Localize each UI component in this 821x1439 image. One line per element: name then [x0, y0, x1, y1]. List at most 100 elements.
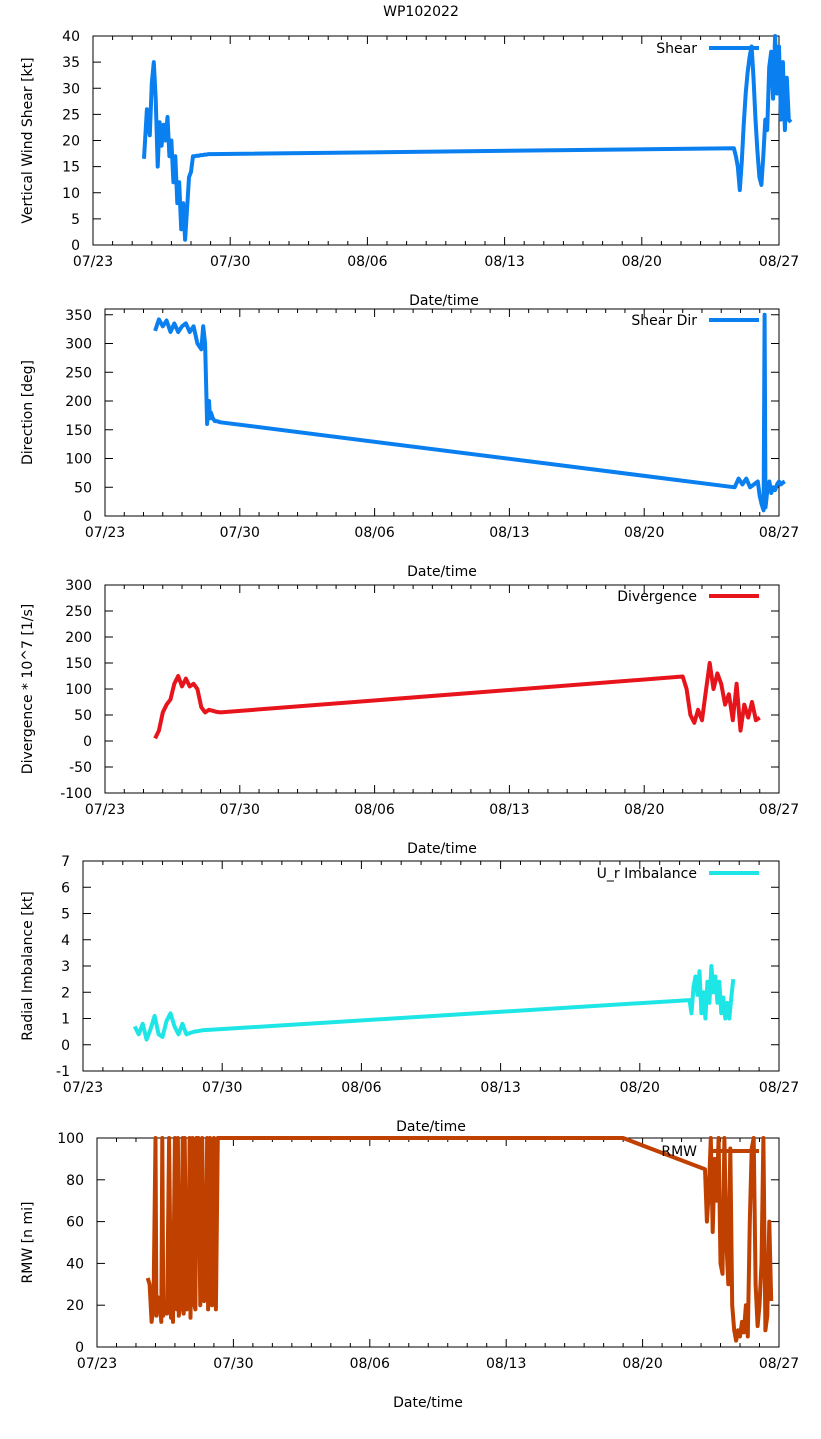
chart-shear-dir-series-line: [153, 312, 786, 513]
chart-rmw-x-tick-label: 08/13: [486, 1356, 526, 1372]
chart-rmw-x-tick-label: 07/23: [77, 1356, 117, 1372]
chart-divergence-y-tick-label: -100: [60, 786, 92, 802]
chart-shear-y-tick-label: 35: [62, 55, 80, 71]
chart-shear-x-tick-label: 08/06: [347, 254, 387, 270]
chart-divergence-x-tick-label: 08/06: [354, 802, 394, 818]
chart-rmw-y-tick-label: 40: [66, 1256, 84, 1272]
chart-imbalance-y-axis-label: Radial Imbalance [kt]: [20, 891, 36, 1041]
chart-imbalance-y-tick-label: 5: [61, 907, 70, 923]
chart-rmw-x-axis-label: Date/time: [393, 1395, 463, 1411]
chart-shear-x-tick-label: 08/13: [484, 254, 524, 270]
chart-imbalance-y-tick-label: 6: [61, 880, 70, 896]
chart-shear-y-tick-label: 0: [71, 238, 80, 254]
chart-shear-y-tick-label: 30: [62, 81, 80, 97]
chart-shear-y-tick-label: 5: [71, 212, 80, 228]
chart-rmw-y-tick-label: 80: [66, 1173, 84, 1189]
chart-rmw-y-tick-label: 100: [57, 1131, 84, 1147]
chart-imbalance-y-tick-label: 1: [61, 1012, 70, 1028]
chart-divergence-y-tick-label: 300: [65, 578, 92, 594]
chart-shear-x-tick-label: 08/27: [759, 254, 799, 270]
chart-imbalance-series-line: [132, 964, 736, 1042]
chart-rmw-y-axis-label: RMW [n mi]: [20, 1202, 36, 1284]
chart-divergence-x-tick-label: 07/30: [220, 802, 260, 818]
chart-rmw-x-tick-label: 07/30: [213, 1356, 253, 1372]
chart-divergence-y-tick-label: 100: [65, 682, 92, 698]
chart-shear: 07/23 07/30 08/06 08/13 08/20 08/27 0 5 10 15 20 25…: [20, 29, 799, 309]
chart-rmw-series-line: [145, 1136, 774, 1343]
chart-imbalance-frame: [82, 860, 780, 1072]
chart-divergence-y-tick-label: -50: [69, 760, 92, 776]
chart-shear-dir-y-tick-label: 0: [83, 509, 92, 525]
chart-rmw-x-tick-label: 08/06: [350, 1356, 390, 1372]
chart-divergence-y-tick-label: 50: [74, 708, 92, 724]
chart-shear-y-tick-label: 40: [62, 29, 80, 45]
chart-divergence-x-axis-label: Date/time: [407, 841, 477, 857]
chart-rmw-x-tick-label: 08/27: [759, 1356, 799, 1372]
chart-imbalance-y-tick-label: 4: [61, 933, 70, 949]
chart-shear-x-axis-label: Date/time: [409, 293, 479, 309]
chart-imbalance-y-tick-label: 0: [61, 1038, 70, 1054]
chart-shear-dir-x-tick-label: 08/13: [489, 525, 529, 541]
chart-divergence-y-tick-label: 200: [65, 630, 92, 646]
chart-shear-dir-y-tick-label: 50: [74, 480, 92, 496]
chart-shear-dir-y-axis-label: Direction [deg]: [20, 360, 36, 465]
chart-shear-dir-x-tick-label: 07/23: [85, 525, 125, 541]
chart-shear-series-line: [142, 34, 793, 242]
chart-rmw-legend-label: RMW: [661, 1144, 697, 1160]
chart-rmw-y-tick-label: 0: [75, 1340, 84, 1356]
chart-divergence-y-tick-label: 0: [83, 734, 92, 750]
chart-rmw-x-tick-label: 08/20: [622, 1356, 662, 1372]
chart-shear-y-tick-label: 25: [62, 107, 80, 123]
chart-shear-dir-y-tick-label: 300: [65, 337, 92, 353]
chart-imbalance-x-tick-label: 08/20: [620, 1080, 660, 1096]
chart-shear-dir-y-tick-label: 100: [65, 452, 92, 468]
chart-divergence-x-tick-label: 08/13: [489, 802, 529, 818]
chart-divergence-legend-label: Divergence: [617, 589, 697, 605]
chart-shear-x-tick-label: 07/30: [210, 254, 250, 270]
chart-shear-dir-x-tick-label: 08/27: [759, 525, 799, 541]
chart-divergence: 07/23 07/30 08/06 08/13 08/20 08/27 -100 -50 0 50…: [20, 578, 799, 857]
chart-imbalance-x-tick-label: 08/06: [341, 1080, 381, 1096]
chart-imbalance-x-tick-label: 08/13: [480, 1080, 520, 1096]
chart-shear-y-axis-label: Vertical Wind Shear [kt]: [20, 57, 36, 223]
chart-imbalance-y-tick-label: 7: [61, 854, 70, 870]
chart-divergence-series-line: [153, 661, 761, 740]
chart-shear-frame: [92, 35, 780, 246]
chart-divergence-x-tick-label: 08/27: [759, 802, 799, 818]
chart-rmw-y-tick-label: 60: [66, 1215, 84, 1231]
chart-imbalance-y-tick-label: 2: [61, 985, 70, 1001]
chart-imbalance: 07/23 07/30 08/06 08/13 08/20 08/27 -1 0 1 2 3 4 5 6 7…: [20, 854, 799, 1135]
chart-shear-y-tick-label: 10: [62, 186, 80, 202]
chart-imbalance-x-axis-label: Date/time: [396, 1119, 466, 1135]
chart-divergence-frame: [104, 584, 780, 794]
chart-shear-dir-legend-label: Shear Dir: [631, 313, 697, 329]
chart-shear-dir-x-tick-label: 07/30: [220, 525, 260, 541]
chart-imbalance-x-tick-label: 08/27: [759, 1080, 799, 1096]
chart-rmw-y-tick-label: 20: [66, 1298, 84, 1314]
chart-imbalance-x-tick-label: 07/30: [202, 1080, 242, 1096]
chart-shear-x-tick-label: 07/23: [73, 254, 113, 270]
chart-shear-y-tick-label: 20: [62, 134, 80, 150]
chart-shear-dir-y-tick-label: 200: [65, 394, 92, 410]
chart-shear-dir-y-tick-label: 250: [65, 365, 92, 381]
chart-divergence-y-tick-label: 250: [65, 604, 92, 620]
chart-divergence-y-tick-label: 150: [65, 656, 92, 672]
chart-shear-dir: 07/23 07/30 08/06 08/13 08/20 08/27 0 50 100 150 2…: [20, 308, 799, 580]
chart-rmw: 07/23 07/30 08/06 08/13 08/20 08/27 0 20 40 60 80 1…: [20, 1131, 799, 1411]
chart-imbalance-y-tick-label: -1: [56, 1064, 70, 1080]
chart-shear-x-tick-label: 08/20: [622, 254, 662, 270]
chart-shear-dir-x-tick-label: 08/20: [624, 525, 664, 541]
chart-shear-dir-x-axis-label: Date/time: [407, 564, 477, 580]
chart-divergence-x-tick-label: 07/23: [85, 802, 125, 818]
chart-shear-dir-y-tick-label: 150: [65, 423, 92, 439]
figure-title: WP102022: [383, 4, 459, 20]
chart-divergence-x-tick-label: 08/20: [624, 802, 664, 818]
chart-imbalance-y-tick-label: 3: [61, 959, 70, 975]
chart-imbalance-legend-label: U_r Imbalance: [597, 866, 697, 882]
chart-shear-legend-label: Shear: [656, 41, 697, 57]
chart-shear-y-tick-label: 15: [62, 160, 80, 176]
chart-shear-dir-x-tick-label: 08/06: [354, 525, 394, 541]
chart-imbalance-x-tick-label: 07/23: [63, 1080, 103, 1096]
chart-shear-dir-y-tick-label: 350: [65, 308, 92, 324]
